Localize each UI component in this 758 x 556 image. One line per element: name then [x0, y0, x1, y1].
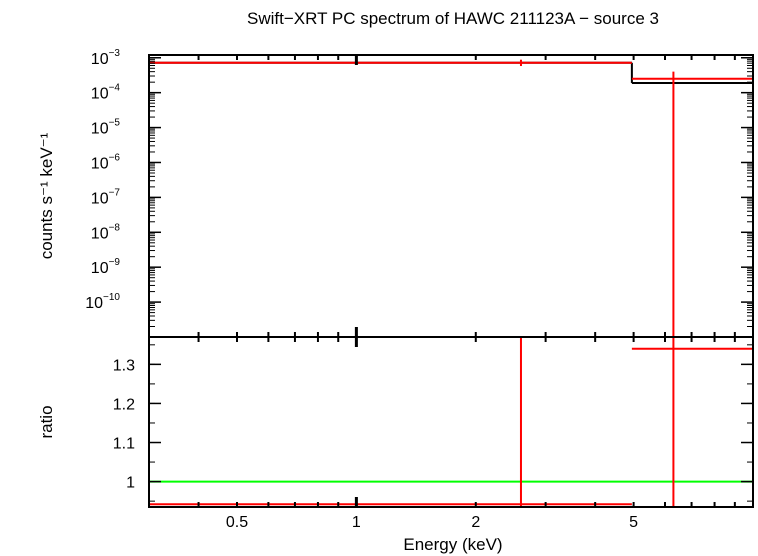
- x-tick-label: 2: [471, 514, 480, 531]
- x-tick-label: 0.5: [226, 514, 248, 531]
- spectrum-y-axis-label: counts s⁻¹ keV⁻¹: [37, 132, 56, 259]
- spectrum-y-tick-label: 10−9: [91, 257, 121, 277]
- spectrum-panel: 10−3 10−4 10−5 10−6 10−7 10−8 10−9 10−10 counts…: [37, 48, 754, 338]
- x-tick-label: 1: [352, 514, 361, 531]
- x-tick-label: 5: [629, 514, 638, 531]
- ratio-y-axis-label: ratio: [37, 405, 56, 438]
- spectrum-y-tick-label: 10−6: [91, 152, 121, 172]
- ratio-y-tick-label: 1.3: [113, 357, 135, 374]
- spectrum-y-tick-label: 10−7: [91, 187, 121, 207]
- ratio-y-tick-label: 1: [126, 475, 135, 492]
- ratio-y-tick-label: 1.2: [113, 396, 135, 413]
- spectrum-y-tick-label: 10−3: [91, 48, 121, 68]
- ratio-y-tick-label: 1.1: [113, 436, 135, 453]
- spectrum-frame: [148, 54, 754, 338]
- chart-title: Swift−XRT PC spectrum of HAWC 211123A − …: [247, 9, 659, 28]
- spectrum-y-tick-label: 10−5: [91, 118, 121, 138]
- ratio-frame: [148, 336, 754, 508]
- spectrum-y-tick-label: 10−8: [91, 222, 121, 242]
- spectrum-y-tick-label: 10−4: [91, 83, 121, 103]
- ratio-panel: 1 1.1 1.2 1.3 0.5 1 2 5 ratio Energy (keV): [37, 55, 754, 554]
- spectrum-y-tick-label: 10−10: [85, 292, 120, 312]
- x-axis-label: Energy (keV): [403, 535, 502, 554]
